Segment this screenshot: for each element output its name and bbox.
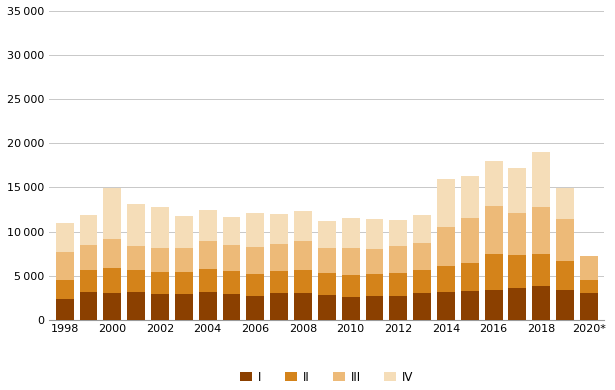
- Bar: [509, 288, 526, 320]
- Bar: [437, 179, 455, 227]
- Bar: [175, 294, 192, 320]
- Bar: [461, 291, 478, 320]
- Bar: [342, 218, 360, 248]
- Bar: [151, 207, 169, 248]
- Bar: [223, 245, 240, 271]
- Bar: [413, 269, 431, 293]
- Bar: [556, 290, 574, 320]
- Bar: [127, 246, 145, 270]
- Bar: [533, 254, 550, 286]
- Bar: [223, 216, 240, 245]
- Bar: [556, 219, 574, 261]
- Bar: [294, 241, 312, 269]
- Bar: [175, 248, 192, 272]
- Bar: [533, 286, 550, 320]
- Bar: [509, 168, 526, 213]
- Bar: [151, 248, 169, 272]
- Bar: [533, 207, 550, 254]
- Legend: I, II, III, IV: I, II, III, IV: [236, 366, 418, 388]
- Bar: [151, 272, 169, 294]
- Bar: [461, 263, 478, 291]
- Bar: [56, 280, 74, 299]
- Bar: [223, 294, 240, 320]
- Bar: [318, 248, 336, 273]
- Bar: [437, 266, 455, 292]
- Bar: [103, 188, 121, 239]
- Bar: [199, 292, 216, 320]
- Bar: [342, 275, 360, 297]
- Bar: [79, 245, 97, 270]
- Bar: [342, 248, 360, 275]
- Bar: [127, 292, 145, 320]
- Bar: [533, 152, 550, 207]
- Bar: [294, 269, 312, 293]
- Bar: [223, 271, 240, 294]
- Bar: [79, 270, 97, 292]
- Bar: [294, 211, 312, 241]
- Bar: [509, 213, 526, 255]
- Bar: [79, 292, 97, 320]
- Bar: [127, 204, 145, 246]
- Bar: [103, 293, 121, 320]
- Bar: [556, 188, 574, 219]
- Bar: [270, 244, 288, 271]
- Bar: [103, 268, 121, 293]
- Bar: [413, 215, 431, 243]
- Bar: [270, 214, 288, 244]
- Bar: [151, 294, 169, 320]
- Bar: [199, 241, 216, 269]
- Bar: [580, 293, 598, 320]
- Bar: [580, 256, 598, 280]
- Bar: [270, 271, 288, 293]
- Bar: [56, 223, 74, 252]
- Bar: [461, 176, 478, 218]
- Bar: [437, 227, 455, 266]
- Bar: [389, 220, 407, 246]
- Bar: [270, 293, 288, 320]
- Bar: [365, 249, 383, 274]
- Bar: [247, 274, 264, 296]
- Bar: [485, 161, 502, 206]
- Bar: [56, 252, 74, 280]
- Bar: [389, 246, 407, 273]
- Bar: [485, 206, 502, 254]
- Bar: [365, 296, 383, 320]
- Bar: [318, 295, 336, 320]
- Bar: [413, 243, 431, 269]
- Bar: [103, 239, 121, 268]
- Bar: [389, 273, 407, 296]
- Bar: [556, 261, 574, 290]
- Bar: [365, 274, 383, 296]
- Bar: [294, 293, 312, 320]
- Bar: [175, 216, 192, 248]
- Bar: [485, 290, 502, 320]
- Bar: [247, 213, 264, 247]
- Bar: [485, 254, 502, 290]
- Bar: [365, 219, 383, 249]
- Bar: [318, 273, 336, 295]
- Bar: [389, 296, 407, 320]
- Bar: [127, 270, 145, 292]
- Bar: [318, 221, 336, 248]
- Bar: [79, 215, 97, 245]
- Bar: [175, 272, 192, 294]
- Bar: [56, 299, 74, 320]
- Bar: [342, 297, 360, 320]
- Bar: [509, 255, 526, 288]
- Bar: [199, 210, 216, 241]
- Bar: [461, 218, 478, 263]
- Bar: [413, 293, 431, 320]
- Bar: [580, 280, 598, 293]
- Bar: [247, 247, 264, 274]
- Bar: [199, 269, 216, 292]
- Bar: [247, 296, 264, 320]
- Bar: [437, 292, 455, 320]
